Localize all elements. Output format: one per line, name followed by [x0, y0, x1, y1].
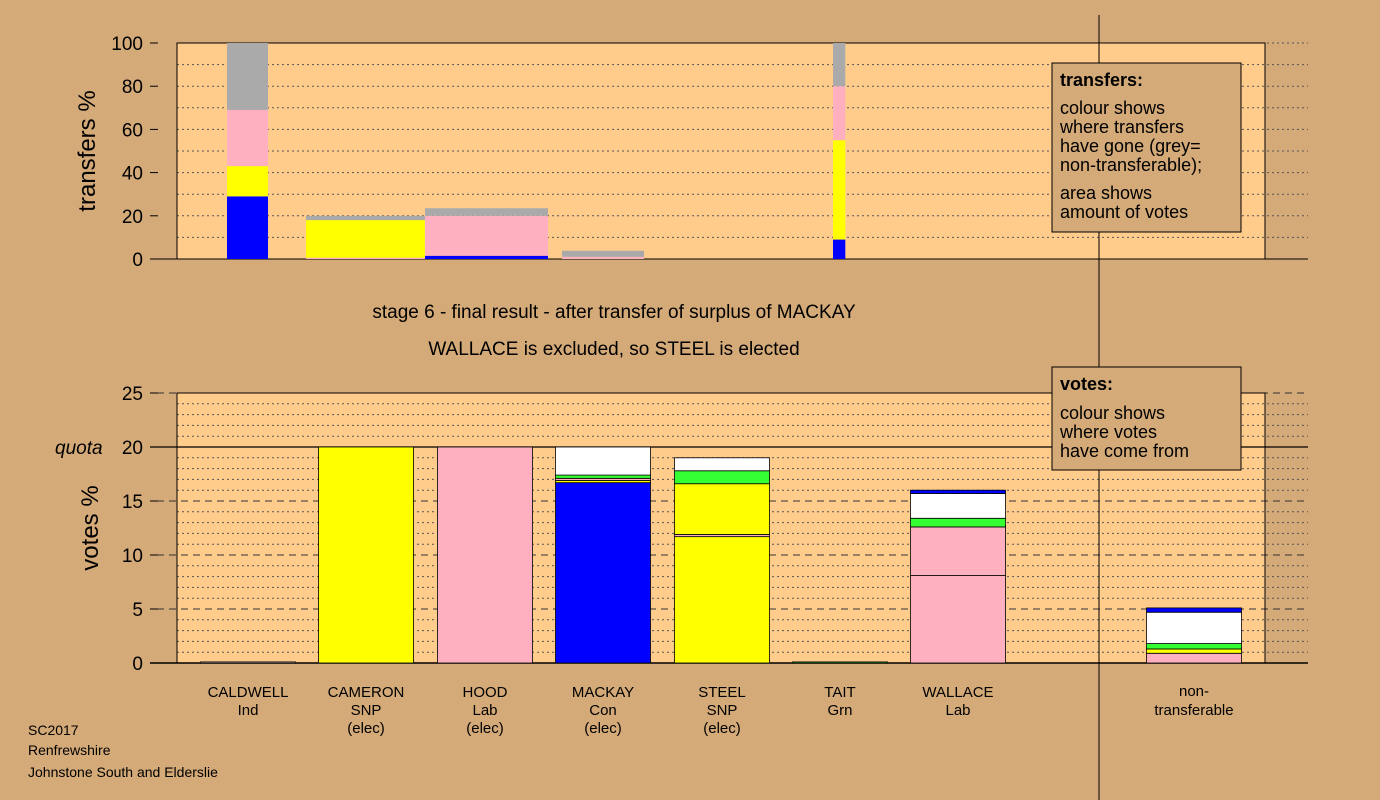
x-tick-label: (elec) [466, 720, 504, 737]
vote-bar-segment [555, 482, 651, 664]
x-tick-label: Con [589, 702, 617, 719]
vote-bar-segment [1146, 607, 1242, 613]
transfer-bar-segment [306, 215, 425, 221]
y-tick-label: 0 [132, 250, 143, 271]
x-tick-label: (elec) [347, 720, 385, 737]
vote-bar-segment [555, 474, 651, 479]
transfer-bar-segment [306, 220, 425, 258]
x-tick-label: transferable [1154, 702, 1233, 719]
transfers-legend-line: where transfers [1059, 117, 1184, 137]
x-tick-label: Lab [945, 702, 970, 719]
x-tick-label: (elec) [584, 720, 622, 737]
transfers-legend-line: area shows [1060, 183, 1152, 203]
votes-legend: votes: colour shows where votes have com… [1051, 366, 1242, 471]
x-tick-label: SNP [707, 702, 738, 719]
transfers-legend: transfers: colour shows where transfers … [1051, 62, 1242, 233]
x-tick-label: STEEL [698, 684, 746, 701]
vote-bar-segment [318, 446, 414, 664]
x-tick-label: CALDWELL [208, 684, 289, 701]
vote-bar-segment [1146, 611, 1242, 644]
footer-line: Renfrewshire [28, 742, 111, 758]
transfers-legend-line: amount of votes [1060, 202, 1188, 222]
transfer-bar-segment [227, 196, 268, 259]
outcome-title: WALLACE is excluded, so STEEL is elected [428, 339, 799, 360]
vote-bar-segment [674, 483, 770, 535]
transfer-bar-segment [227, 166, 268, 197]
transfer-bar-segment [425, 208, 548, 216]
y-tick-label: 80 [122, 77, 143, 98]
footer-line: SC2017 [28, 722, 79, 738]
x-tick-label: WALLACE [922, 684, 993, 701]
footer-line: Johnstone South and Elderslie [28, 764, 218, 780]
stage-title: stage 6 - final result - after transfer … [372, 302, 856, 323]
x-tick-label: HOOD [463, 684, 508, 701]
y-tick-label: 15 [122, 492, 143, 513]
votes-legend-box [1051, 366, 1242, 471]
transfer-bar-segment [833, 239, 846, 259]
vote-bar-segment [910, 575, 1006, 664]
quota-label: quota [55, 438, 103, 459]
transfer-bar-segment [833, 86, 846, 141]
vote-bar-segment [910, 489, 1006, 494]
y-axis-label: transfers % [74, 90, 101, 211]
vote-bar-segment [200, 661, 296, 664]
x-tick-label: Grn [827, 702, 852, 719]
transfer-bar-segment [306, 257, 425, 259]
vote-bar-segment [1146, 652, 1242, 664]
x-tick-label: (elec) [703, 720, 741, 737]
vote-bar-segment [437, 446, 533, 664]
y-tick-label: 20 [122, 207, 143, 228]
y-tick-label: 10 [122, 546, 143, 567]
x-tick-label: SNP [351, 702, 382, 719]
transfers-legend-box [1051, 62, 1242, 233]
y-tick-label: 0 [132, 654, 143, 675]
transfer-bar-segment [227, 43, 268, 110]
votes-legend-line: where votes [1059, 422, 1157, 442]
transfer-bar-segment [425, 255, 548, 259]
vote-bar-segment [555, 446, 651, 476]
vote-bar-segment [674, 470, 770, 485]
vote-bar-segment [1146, 648, 1242, 654]
vote-bar-segment [1146, 643, 1242, 650]
votes-legend-line: have come from [1060, 441, 1189, 461]
transfer-bar-segment [425, 215, 548, 256]
x-tick-label: non- [1179, 683, 1209, 700]
x-tick-label: CAMERON [328, 684, 405, 701]
y-tick-label: 60 [122, 120, 143, 141]
transfers-legend-line: have gone (grey= [1060, 136, 1201, 156]
transfer-bar-segment [562, 250, 644, 257]
vote-bar-segment [910, 517, 1006, 528]
y-tick-label: 20 [122, 438, 143, 459]
x-tick-label: TAIT [824, 684, 855, 701]
plot-frame [176, 42, 1266, 260]
votes-legend-title: votes: [1060, 374, 1113, 394]
transfers-legend-line: colour shows [1060, 98, 1165, 118]
votes-legend-line: colour shows [1060, 403, 1165, 423]
transfers-legend-line: non-transferable); [1060, 155, 1202, 175]
y-tick-label: 5 [132, 600, 143, 621]
transfer-bar-segment [562, 256, 644, 259]
vote-bar-segment [910, 493, 1006, 519]
transfer-bar-segment [227, 109, 268, 167]
y-axis-label: votes % [77, 485, 104, 570]
y-tick-label: 100 [111, 34, 143, 55]
y-tick-label: 25 [122, 384, 143, 405]
transfers-legend-title: transfers: [1060, 70, 1143, 90]
vote-bar-segment [910, 526, 1006, 576]
y-tick-label: 40 [122, 164, 143, 185]
vote-bar-segment [674, 536, 770, 664]
x-tick-label: Lab [472, 702, 497, 719]
transfer-bar-segment [833, 43, 846, 87]
vote-bar-segment [674, 457, 770, 472]
transfer-bar-segment [833, 140, 846, 240]
x-tick-label: Ind [238, 702, 259, 719]
x-tick-label: MACKAY [572, 684, 634, 701]
vote-bar-segment [792, 661, 888, 664]
